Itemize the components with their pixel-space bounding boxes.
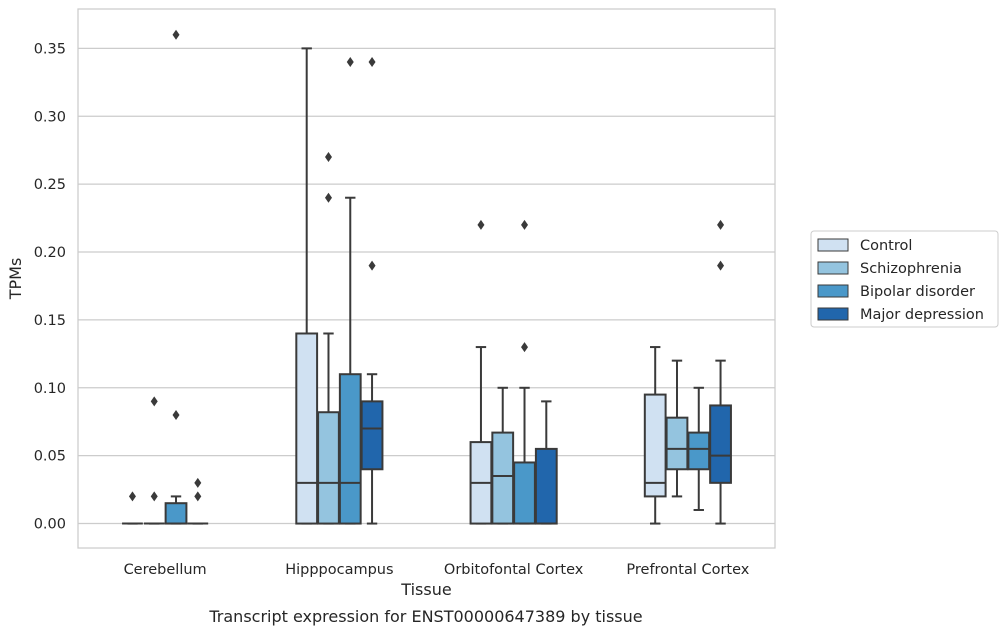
legend-swatch xyxy=(817,261,849,275)
outlier-point xyxy=(521,219,529,230)
box-1-1 xyxy=(317,151,340,525)
plot-frame xyxy=(77,8,776,549)
legend-frame xyxy=(810,230,999,328)
legend-swatch xyxy=(817,307,849,321)
legend-swatch xyxy=(817,238,849,252)
box-body xyxy=(295,332,319,525)
box-body xyxy=(643,393,667,498)
legend-label: Control xyxy=(860,238,912,254)
y-tick-label: 0.25 xyxy=(34,177,66,193)
box-body xyxy=(534,447,558,525)
x-axis-title: Tissue xyxy=(400,580,451,599)
box-body xyxy=(360,400,384,471)
outlier-point xyxy=(368,56,376,67)
outlier-point xyxy=(172,409,180,420)
box-0-3 xyxy=(643,346,667,525)
legend-label: Bipolar disorder xyxy=(860,284,975,300)
legend-label: Major depression xyxy=(860,307,984,323)
box-body xyxy=(164,502,188,525)
box-body xyxy=(513,461,536,525)
y-tick-labels: 0.00 0.05 0.10 0.15 0.20 0.25 0.30 0.35 xyxy=(34,41,66,532)
outlier-point xyxy=(150,396,158,407)
y-tick-label: 0.05 xyxy=(34,449,66,465)
box-3-0 xyxy=(187,477,209,525)
x-tick-labels: Cerebellum Hipppocampus Orbitofontal Corte… xyxy=(124,562,750,578)
chart-caption: Transcript expression for ENST0000064738… xyxy=(208,607,642,626)
outlier-point xyxy=(324,151,332,162)
outlier-point xyxy=(194,491,202,502)
box-2-3 xyxy=(687,386,711,511)
grid-lines xyxy=(78,47,775,525)
outlier-point xyxy=(717,260,725,271)
box-body xyxy=(709,404,732,484)
box-body xyxy=(317,411,340,525)
box-0-0 xyxy=(122,491,143,525)
y-tick-label: 0.35 xyxy=(34,41,66,57)
outlier-point xyxy=(717,219,725,230)
outlier-point xyxy=(150,491,158,502)
box-1-0 xyxy=(143,396,165,525)
box-2-1 xyxy=(338,56,362,525)
y-tick-label: 0.20 xyxy=(34,245,66,261)
outlier-point xyxy=(194,477,202,488)
box-3-1 xyxy=(360,56,384,525)
legend-swatch xyxy=(817,284,849,298)
outlier-point xyxy=(368,260,376,271)
outlier-point xyxy=(324,192,332,203)
box-1-3 xyxy=(665,359,689,498)
x-tick-label: Hipppocampus xyxy=(285,562,393,578)
y-tick-label: 0.15 xyxy=(34,313,66,329)
box-3-2 xyxy=(534,400,558,525)
y-tick-label: 0.00 xyxy=(34,517,66,533)
box-3-3 xyxy=(709,219,732,525)
outlier-point xyxy=(172,29,180,40)
x-tick-label: Cerebellum xyxy=(124,562,207,578)
y-tick-label: 0.30 xyxy=(34,109,66,125)
box-2-0 xyxy=(164,29,188,525)
box-body xyxy=(338,373,362,525)
outlier-point xyxy=(521,342,529,353)
box-0-2 xyxy=(469,219,493,525)
y-axis-title: TPMs xyxy=(6,258,25,301)
x-tick-label: Orbitofontal Cortex xyxy=(444,562,584,578)
box-2-2 xyxy=(513,219,536,525)
x-tick-label: Prefrontal Cortex xyxy=(626,562,749,578)
box-body xyxy=(665,416,689,471)
box-body xyxy=(687,431,711,471)
box-0-1 xyxy=(295,47,319,525)
outlier-point xyxy=(128,491,136,502)
box-1-2 xyxy=(491,386,515,525)
box-body xyxy=(491,431,515,525)
y-tick-label: 0.10 xyxy=(34,381,66,397)
outlier-point xyxy=(346,56,354,67)
boxes xyxy=(122,29,732,525)
legend: Control Schizophrenia Bipolar disorder Majo… xyxy=(810,230,999,328)
outlier-point xyxy=(477,219,485,230)
legend-label: Schizophrenia xyxy=(860,261,962,277)
